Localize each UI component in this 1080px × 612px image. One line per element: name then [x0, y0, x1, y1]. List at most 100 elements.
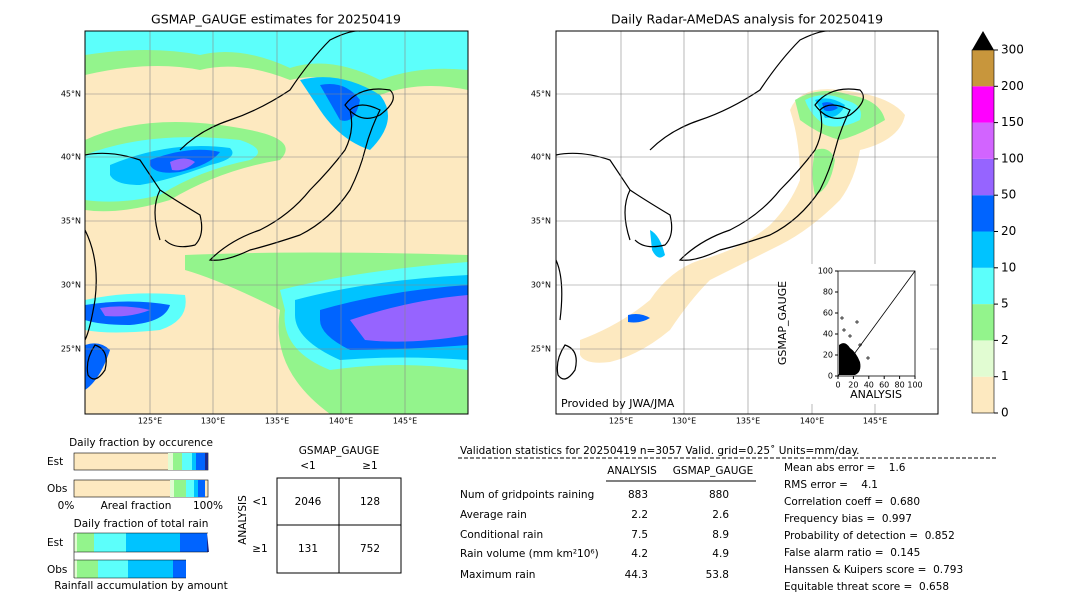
fraction-charts — [73, 452, 209, 579]
lon-tick-label: 125°E — [609, 417, 633, 426]
colorbar-label: 1 — [1001, 369, 1009, 383]
colorbar-label: 100 — [1001, 151, 1024, 165]
cell-value: 128 — [360, 496, 380, 508]
score: Mean abs error = 1.6 — [784, 462, 906, 474]
score: Hanssen & Kuipers score = 0.793 — [784, 564, 963, 576]
colorbar-label: 2 — [1001, 333, 1009, 347]
lon-tick-label: 125°E — [138, 417, 162, 426]
lat-tick-label: 35°N — [531, 217, 551, 226]
lon-tick-label: 130°E — [672, 417, 696, 426]
lat-tick-label: 40°N — [61, 153, 81, 162]
lon-tick-label: 135°E — [265, 417, 289, 426]
stats-label: Maximum rain — [460, 569, 535, 581]
lon-tick-label: 145°E — [393, 417, 417, 426]
scatter-y-tick-label: 0 — [828, 372, 833, 381]
scatter-x-tick-label: 100 — [907, 381, 922, 390]
right-grid — [556, 31, 938, 414]
scatter-y-tick-label: 100 — [818, 267, 833, 276]
cell-value: 752 — [360, 543, 380, 555]
stats-label: Num of gridpoints raining — [460, 489, 594, 501]
stats-title: Validation statistics for 20250419 n=305… — [460, 445, 860, 457]
row-label: <1 — [252, 496, 267, 508]
scatter-inset — [837, 270, 916, 377]
scatter-y-tick-label: 20 — [823, 351, 833, 360]
colorbar-label: 50 — [1001, 188, 1016, 202]
scatter-x-tick-label: 60 — [879, 381, 889, 390]
row-label: ≥1 — [252, 543, 267, 555]
stats-value: 880 — [709, 489, 729, 501]
left-map-frame — [84, 30, 469, 415]
stats-value: 7.5 — [631, 529, 648, 541]
score: Probability of detection = 0.852 — [784, 530, 955, 542]
colorbar-segment — [972, 304, 994, 341]
colorbar-label: 200 — [1001, 79, 1024, 93]
total-caption: Rainfall accumulation by amount — [54, 580, 227, 592]
lat-tick-label: 30°N — [531, 281, 551, 290]
lon-tick-label: 145°E — [863, 417, 887, 426]
row-label: Est — [47, 456, 63, 468]
stats-label: Average rain — [460, 509, 527, 521]
scatter-x-tick-label: 80 — [895, 381, 905, 390]
colorbar-extend — [972, 31, 994, 50]
left-grid — [85, 31, 468, 414]
row-label: Obs — [47, 564, 67, 576]
contingency-table — [276, 477, 402, 574]
axis-label: Areal fraction — [101, 500, 172, 512]
lat-tick-label: 40°N — [531, 153, 551, 162]
score: RMS error = 4.1 — [784, 479, 878, 491]
stats-value: 53.8 — [706, 569, 729, 581]
colorbar-segment — [972, 158, 994, 196]
lat-tick-label: 35°N — [61, 217, 81, 226]
colorbar-segment — [972, 195, 994, 232]
colorbar-segment — [972, 122, 994, 159]
stats-value: 8.9 — [712, 529, 729, 541]
row-label: Est — [47, 537, 63, 549]
col-label: ≥1 — [362, 460, 377, 472]
colorbar-segment — [972, 267, 994, 305]
cell-value: 2046 — [295, 496, 322, 508]
scatter-ylabel: GSMAP_GAUGE — [776, 281, 789, 365]
left-map — [85, 31, 468, 414]
score: Equitable threat score = 0.658 — [784, 581, 949, 593]
cell-value: 131 — [298, 543, 318, 555]
lat-tick-label: 30°N — [61, 281, 81, 290]
colorbar-label: 10 — [1001, 260, 1016, 274]
lon-tick-label: 135°E — [736, 417, 760, 426]
stats-value: 4.2 — [631, 548, 648, 560]
col-title: GSMAP_GAUGE — [299, 445, 379, 457]
scatter-y-tick-label: 60 — [823, 309, 833, 318]
stats-label: Rain volume (mm km²10⁶) — [460, 548, 599, 560]
stats-value: 2.6 — [712, 509, 729, 521]
colorbar-segment — [972, 86, 994, 123]
stats-value: 883 — [628, 489, 648, 501]
axis-label: 0% — [58, 500, 75, 512]
scatter-x-tick-label: 20 — [848, 381, 858, 390]
lat-tick-label: 45°N — [61, 90, 81, 99]
score: Frequency bias = 0.997 — [784, 513, 912, 525]
lat-tick-label: 45°N — [531, 90, 551, 99]
lat-tick-label: 25°N — [61, 345, 81, 354]
colorbar-segment — [972, 50, 994, 87]
lat-tick-label: 25°N — [531, 345, 551, 354]
colorbar-segment — [972, 340, 994, 377]
scatter-x-tick-label: 40 — [864, 381, 874, 390]
left-map-title: GSMAP_GAUGE estimates for 20250419 — [151, 12, 401, 27]
axis-label: 100% — [193, 500, 223, 512]
lon-tick-label: 140°E — [329, 417, 353, 426]
scatter-x-tick-label: 0 — [835, 381, 840, 390]
colorbar-label: 150 — [1001, 115, 1024, 129]
lon-tick-label: 140°E — [800, 417, 824, 426]
col-label: <1 — [300, 460, 315, 472]
stats-value: 4.9 — [712, 548, 729, 560]
row-label: Obs — [47, 483, 67, 495]
stats-value: 44.3 — [625, 569, 648, 581]
colorbar-label: 20 — [1001, 224, 1016, 238]
scatter-y-tick-label: 80 — [823, 288, 833, 297]
stats-value: 2.2 — [631, 509, 648, 521]
score: Correlation coeff = 0.680 — [784, 496, 920, 508]
colorbar-segment — [972, 376, 994, 413]
scatter-xlabel: ANALYSIS — [850, 388, 902, 401]
colorbar-segment — [972, 231, 994, 268]
score: False alarm ratio = 0.145 — [784, 547, 920, 559]
